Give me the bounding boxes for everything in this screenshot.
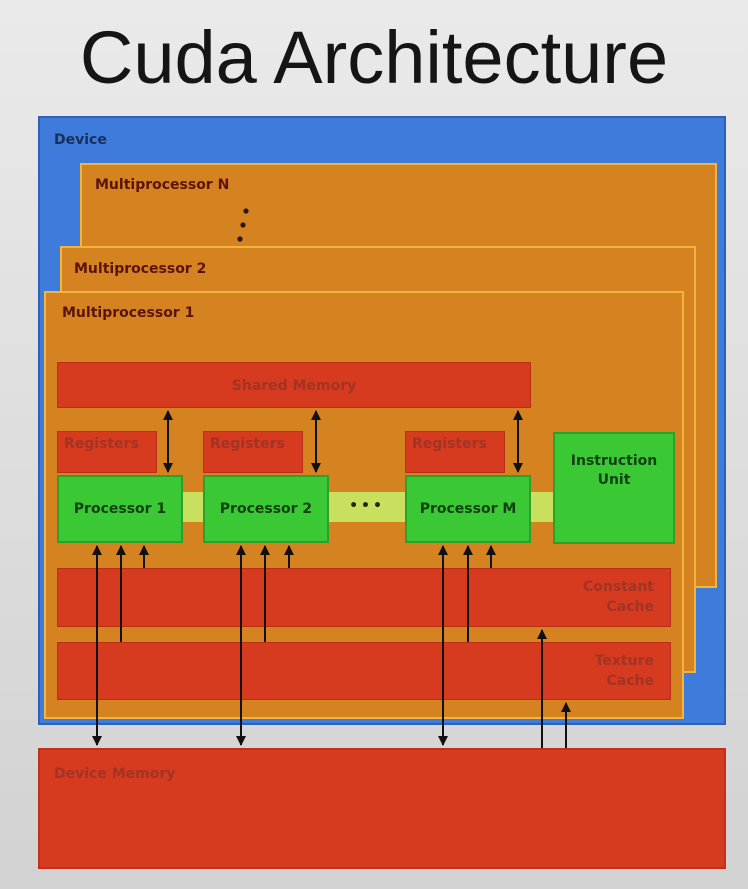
device-memory-label: Device Memory bbox=[54, 766, 176, 782]
registers-label: Registers bbox=[210, 436, 285, 452]
processor-link-strip: ••• bbox=[328, 492, 406, 522]
processor-m-label: Processor M bbox=[419, 501, 517, 517]
multiprocessor-2-label: Multiprocessor 2 bbox=[74, 261, 207, 277]
constant-cache-block: Constant Cache bbox=[57, 568, 671, 627]
constant-cache-label-line1: Constant bbox=[583, 579, 654, 595]
slide-title: Cuda Architecture bbox=[79, 16, 669, 99]
processor-ellipsis: ••• bbox=[349, 498, 385, 514]
registers-label: Registers bbox=[64, 436, 139, 452]
processor-1-label: Processor 1 bbox=[73, 501, 167, 517]
device-memory-block: Device Memory bbox=[38, 748, 726, 869]
shared-memory-block: Shared Memory bbox=[57, 362, 531, 408]
processor-link-strip bbox=[530, 492, 554, 522]
processor-2-label: Processor 2 bbox=[219, 501, 313, 517]
constant-cache-label-line2: Cache bbox=[606, 599, 654, 615]
texture-cache-label-line2: Cache bbox=[606, 673, 654, 689]
registers-block-2: Registers bbox=[203, 431, 303, 473]
texture-cache-block: Texture Cache bbox=[57, 642, 671, 700]
vertical-ellipsis bbox=[232, 206, 252, 246]
texture-cache-label-line1: Texture bbox=[594, 653, 654, 669]
processor-m-block: Processor M bbox=[405, 475, 531, 543]
device-label: Device bbox=[54, 132, 107, 148]
processor-link-strip bbox=[182, 492, 204, 522]
shared-memory-label: Shared Memory bbox=[231, 378, 357, 394]
processor-2-block: Processor 2 bbox=[203, 475, 329, 543]
processor-1-block: Processor 1 bbox=[57, 475, 183, 543]
multiprocessor-n-label: Multiprocessor N bbox=[95, 177, 230, 193]
registers-label: Registers bbox=[412, 436, 487, 452]
registers-block-m: Registers bbox=[405, 431, 505, 473]
multiprocessor-1-label: Multiprocessor 1 bbox=[62, 305, 195, 321]
registers-block-1: Registers bbox=[57, 431, 157, 473]
instruction-unit-label: Instruction Unit bbox=[570, 453, 658, 488]
instruction-unit-block: Instruction Unit bbox=[553, 432, 675, 544]
